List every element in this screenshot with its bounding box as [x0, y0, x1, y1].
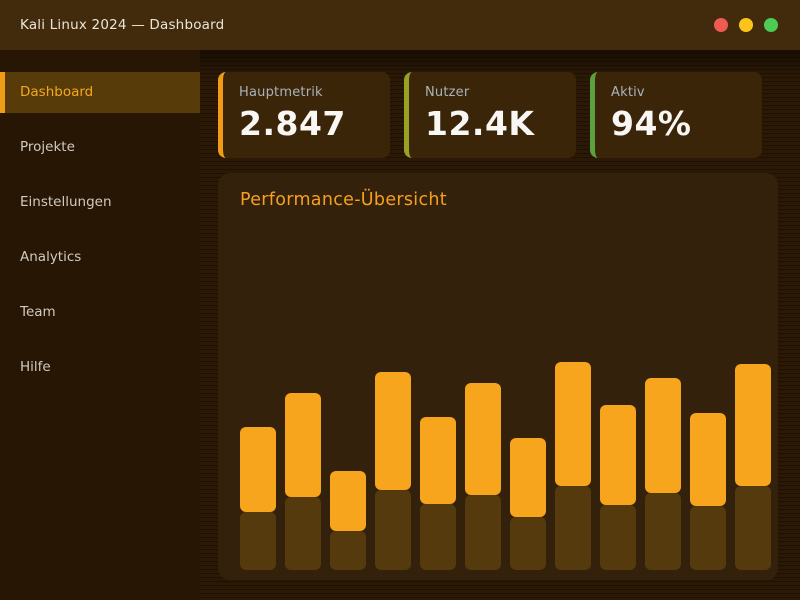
bar-segment-base — [240, 512, 276, 570]
sidebar: Dashboard Projekte Einstellungen Analyti… — [0, 50, 200, 600]
titlebar: Kali Linux 2024 — Dashboard — [0, 0, 800, 50]
bar-segment-value — [375, 372, 411, 490]
bar-column — [330, 471, 366, 570]
sidebar-item-hilfe[interactable]: Hilfe — [20, 359, 51, 375]
bar-segment-value — [330, 471, 366, 531]
bar-segment-base — [735, 486, 771, 570]
metric-label: Hauptmetrik — [239, 85, 323, 100]
bar-segment-base — [465, 495, 501, 570]
maximize-button[interactable] — [764, 18, 778, 32]
bar-column — [465, 383, 501, 570]
window-controls — [714, 18, 778, 32]
main-area: Hauptmetrik 2.847 Nutzer 12.4K Aktiv 94%… — [200, 50, 800, 600]
minimize-button[interactable] — [739, 18, 753, 32]
metric-value: 94% — [611, 104, 692, 143]
sidebar-item-team[interactable]: Team — [20, 304, 56, 320]
metric-card-aktiv: Aktiv 94% — [590, 72, 762, 158]
metric-card-nutzer: Nutzer 12.4K — [404, 72, 576, 158]
bar-column — [510, 438, 546, 570]
bar-column — [285, 393, 321, 570]
bar-segment-base — [690, 506, 726, 570]
bar-column — [690, 413, 726, 570]
performance-panel: Performance-Übersicht — [218, 173, 778, 580]
metric-label: Nutzer — [425, 85, 470, 100]
metric-label: Aktiv — [611, 85, 645, 100]
bar-segment-base — [330, 531, 366, 570]
sidebar-item-dashboard[interactable]: Dashboard — [0, 72, 200, 113]
bar-segment-value — [240, 427, 276, 512]
bar-chart — [240, 362, 771, 570]
chart-title: Performance-Übersicht — [240, 190, 447, 210]
bar-segment-value — [465, 383, 501, 495]
sidebar-item-einstellungen[interactable]: Einstellungen — [20, 194, 112, 210]
window-content: Dashboard Projekte Einstellungen Analyti… — [0, 50, 800, 600]
window-title: Kali Linux 2024 — Dashboard — [20, 17, 225, 33]
bar-segment-value — [600, 405, 636, 505]
bar-segment-value — [555, 362, 591, 486]
bar-segment-base — [555, 486, 591, 570]
bar-column — [735, 364, 771, 570]
bar-segment-base — [645, 493, 681, 570]
bar-segment-base — [600, 505, 636, 570]
close-button[interactable] — [714, 18, 728, 32]
bar-segment-value — [285, 393, 321, 497]
bar-segment-base — [285, 497, 321, 570]
metric-cards-row: Hauptmetrik 2.847 Nutzer 12.4K Aktiv 94% — [218, 72, 800, 158]
bar-column — [240, 427, 276, 570]
bar-segment-value — [510, 438, 546, 517]
bar-segment-value — [645, 378, 681, 493]
bar-column — [375, 372, 411, 570]
bar-column — [645, 378, 681, 570]
metric-value: 2.847 — [239, 104, 346, 143]
bar-segment-base — [510, 517, 546, 570]
bar-segment-value — [420, 417, 456, 504]
metric-card-hauptmetrik: Hauptmetrik 2.847 — [218, 72, 390, 158]
bar-segment-base — [420, 504, 456, 570]
bar-column — [555, 362, 591, 570]
bar-column — [420, 417, 456, 570]
sidebar-item-projekte[interactable]: Projekte — [20, 139, 75, 155]
bar-segment-value — [690, 413, 726, 506]
bar-column — [600, 405, 636, 570]
bar-segment-value — [735, 364, 771, 486]
sidebar-item-analytics[interactable]: Analytics — [20, 249, 82, 265]
metric-value: 12.4K — [425, 104, 535, 143]
bar-segment-base — [375, 490, 411, 570]
